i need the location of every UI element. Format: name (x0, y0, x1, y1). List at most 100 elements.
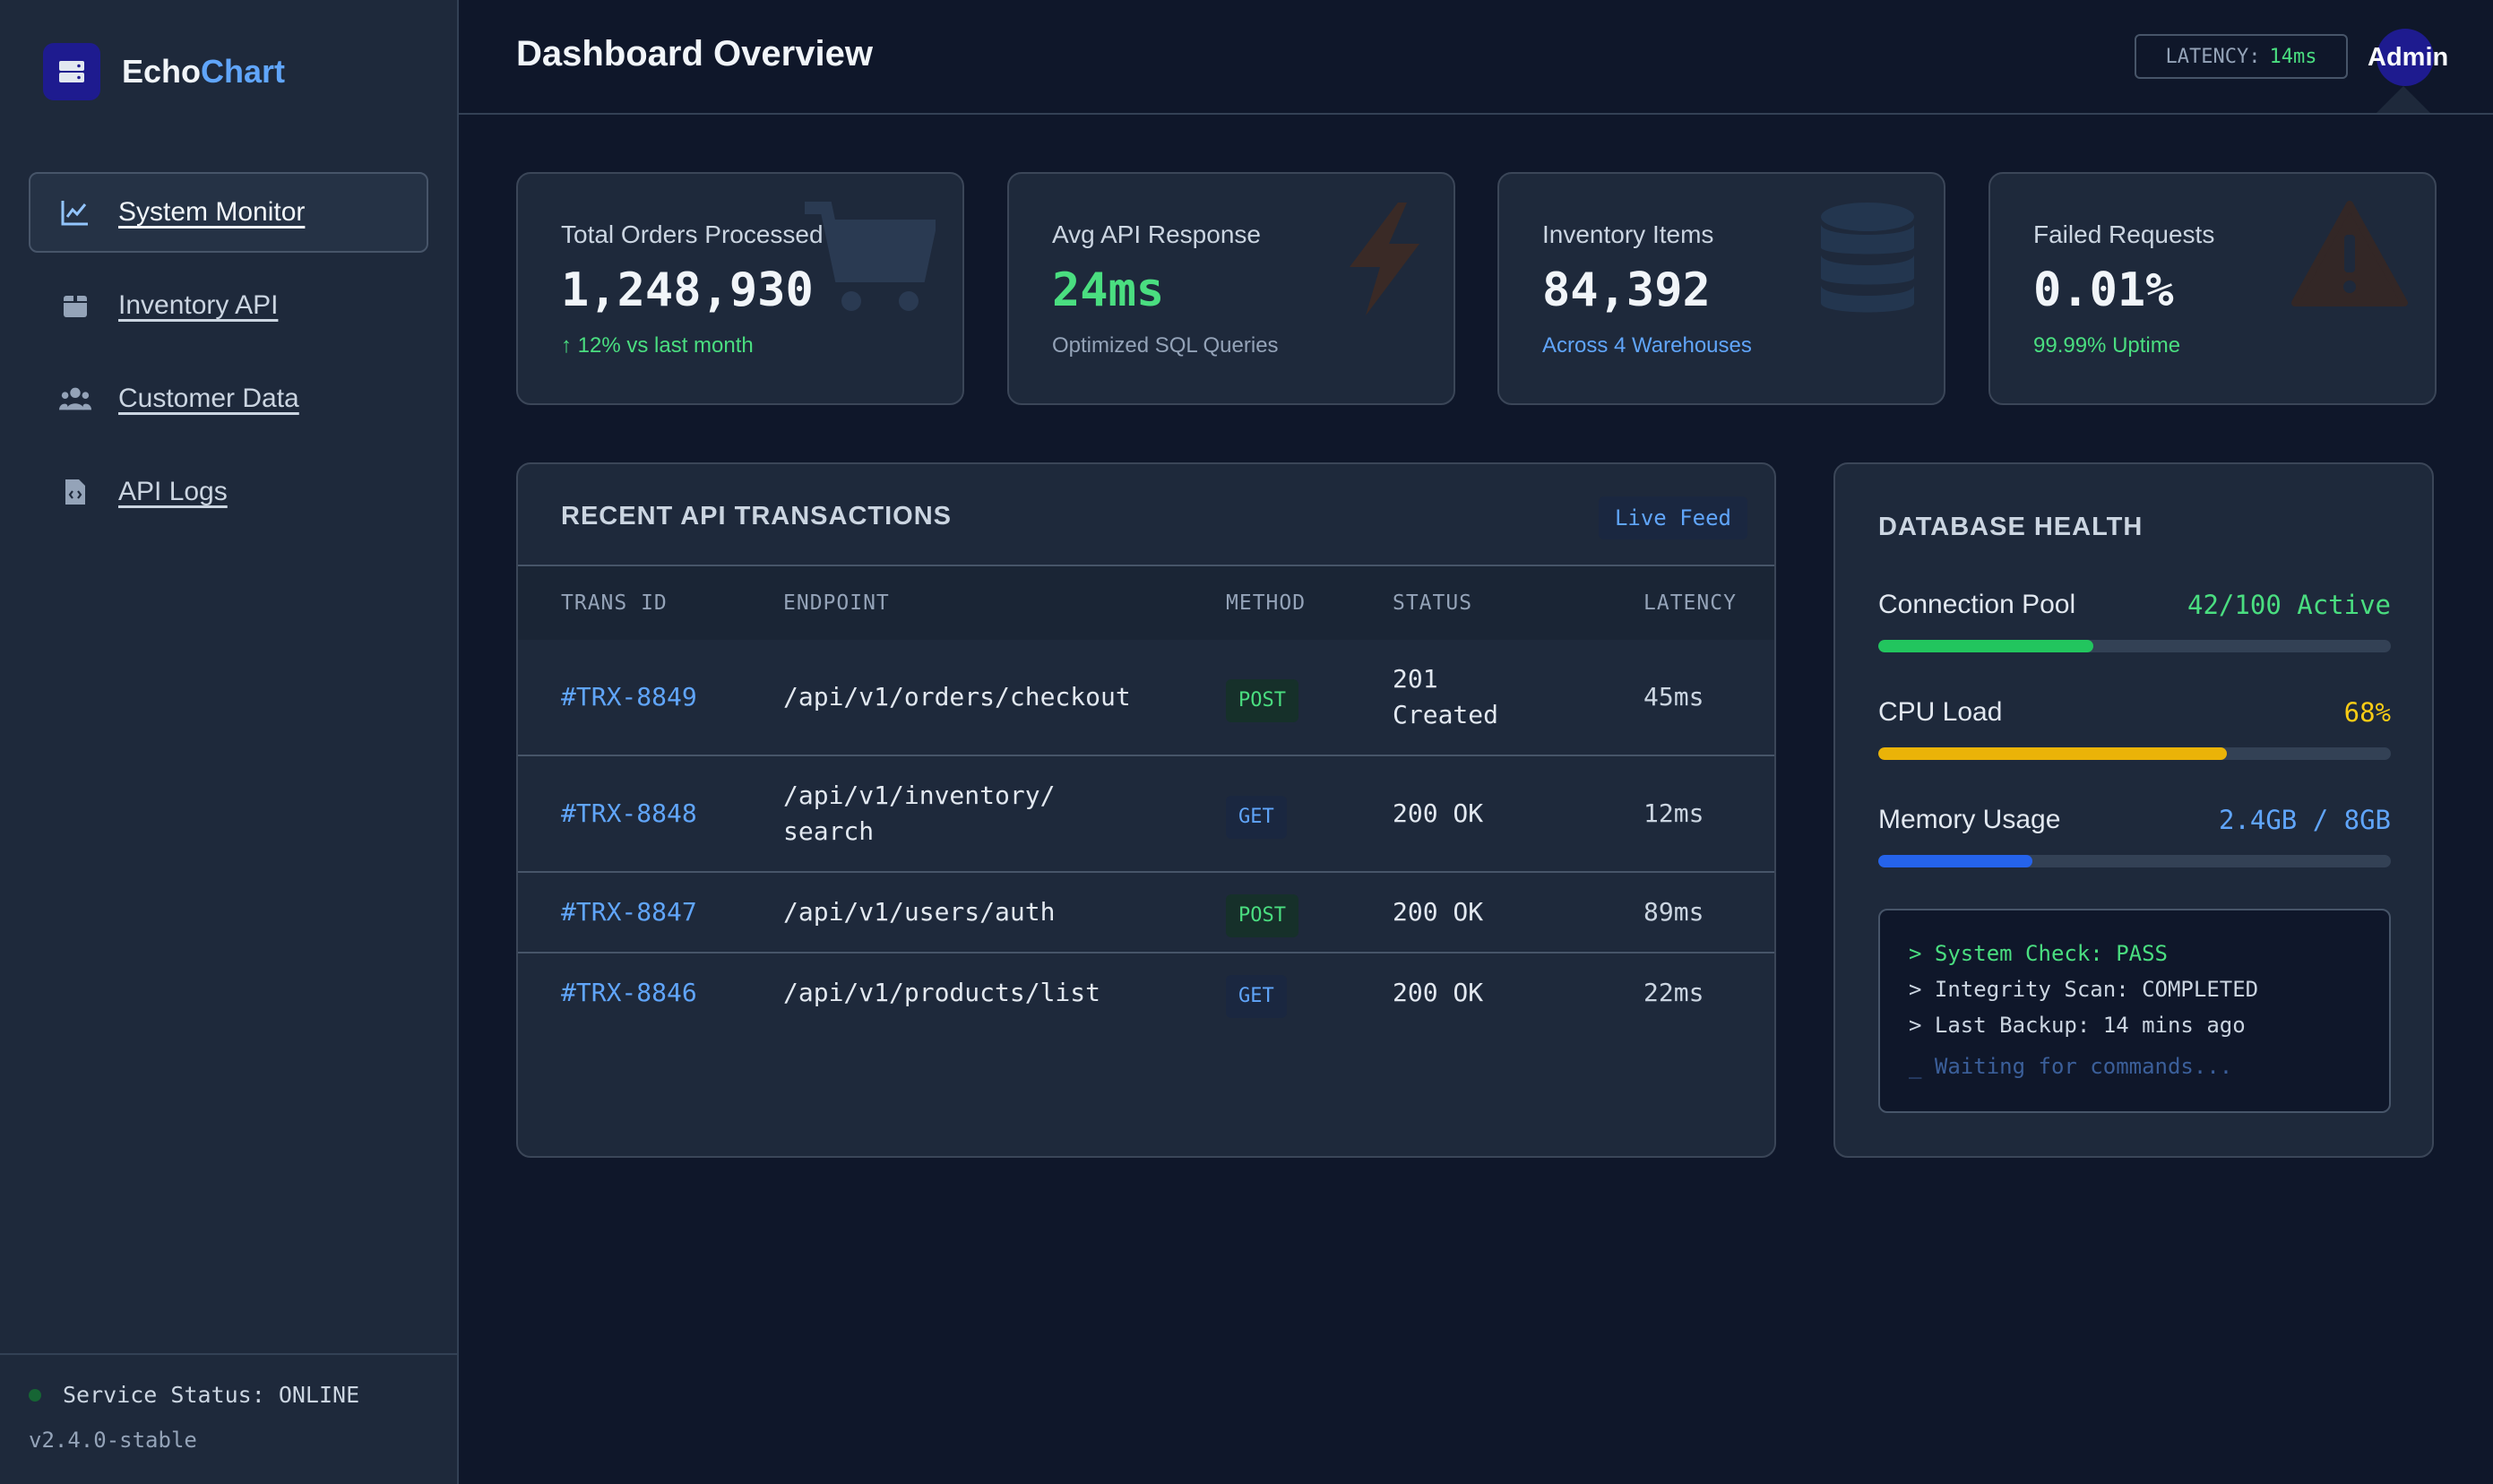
sidebar-item-label: API Logs (118, 477, 228, 506)
progress-track (1878, 747, 2391, 760)
version-label: v2.4.0-stable (29, 1428, 197, 1453)
stat-card-failed-requests: Failed Requests 0.01% 99.99% Uptime (1988, 172, 2437, 405)
stat-label: Failed Requests (2033, 220, 2215, 248)
latency-indicator: LATENCY: 14ms (2135, 34, 2348, 79)
table-row[interactable]: #TRX-8848 /api/v1/inventory/search GET 2… (518, 756, 1774, 873)
metric-memory-usage: Memory Usage 2.4GB / 8GB (1878, 805, 2391, 876)
terminal-console[interactable]: > System Check: PASS > Integrity Scan: C… (1878, 909, 2391, 1113)
status-cell: 201 Created (1393, 664, 1499, 729)
sidebar-item-label: Customer Data (118, 384, 299, 413)
endpoint: /api/v1/orders/checkout (783, 682, 1131, 712)
progress-fill (1878, 747, 2227, 760)
page-title: Dashboard Overview (516, 34, 873, 73)
trans-id-link[interactable]: #TRX-8847 (561, 897, 697, 927)
box-icon (59, 289, 91, 322)
metric-label: Connection Pool (1878, 590, 2076, 619)
sidebar-item-api-logs[interactable]: API Logs (29, 452, 428, 532)
endpoint: /api/v1/inventory/search (783, 781, 1056, 846)
progress-fill (1878, 640, 2094, 652)
trans-id-link[interactable]: #TRX-8849 (561, 682, 697, 712)
database-health-panel: DATABASE HEALTH Connection Pool 42/100 A… (1833, 462, 2434, 1158)
metric-value: 2.4GB / 8GB (2218, 805, 2391, 835)
stat-card-api-response: Avg API Response 24ms Optimized SQL Quer… (1007, 172, 1455, 405)
latency-cell: 22ms (1643, 978, 1704, 1007)
metric-label: Memory Usage (1878, 805, 2061, 834)
sidebar-item-system-monitor[interactable]: System Monitor (29, 172, 428, 253)
terminal-line: > Integrity Scan: COMPLETED (1909, 977, 2259, 1002)
progress-fill (1878, 855, 2032, 867)
stat-value: 1,248,930 (561, 263, 814, 317)
metric-cpu-load: CPU Load 68% (1878, 697, 2391, 769)
stat-subtext: Optimized SQL Queries (1052, 333, 1279, 358)
metric-value: 68% (2343, 697, 2391, 728)
latency-cell: 89ms (1643, 897, 1704, 927)
trans-id-link[interactable]: #TRX-8846 (561, 978, 697, 1007)
metric-label: CPU Load (1878, 697, 2003, 727)
stat-label: Total Orders Processed (561, 220, 824, 248)
transactions-title: RECENT API TRANSACTIONS (561, 502, 952, 531)
terminal-line: > System Check: PASS (1909, 941, 2168, 966)
service-status: Service Status: ONLINE (29, 1382, 428, 1408)
stat-value: 0.01% (2033, 263, 2174, 317)
metric-value: 42/100 Active (2187, 590, 2391, 620)
column-header-trans-id[interactable]: TRANS ID (561, 591, 668, 615)
stat-trend: ↑ 12% vs last month (561, 333, 754, 358)
method-cell: GET (1226, 975, 1287, 1018)
sidebar-footer: Service Status: ONLINE v2.4.0-stable (0, 1353, 457, 1484)
trans-id-link[interactable]: #TRX-8848 (561, 798, 697, 828)
table-row[interactable]: #TRX-8846 /api/v1/products/list GET 200 … (518, 953, 1774, 1034)
terminal-line: > Last Backup: 14 mins ago (1909, 1013, 2246, 1038)
arrow-up-icon: ↑ (561, 333, 572, 358)
transactions-panel: RECENT API TRANSACTIONS Live Feed TRANS … (516, 462, 1776, 1158)
table-row[interactable]: #TRX-8849 /api/v1/orders/checkout POST 2… (518, 640, 1774, 756)
cart-icon (801, 201, 938, 322)
sidebar-item-customer-data[interactable]: Customer Data (29, 358, 428, 439)
stat-subtext: 99.99% Uptime (2033, 333, 2181, 358)
endpoint: /api/v1/users/auth (783, 897, 1056, 927)
method-badge: POST (1226, 679, 1298, 722)
avatar[interactable] (2377, 29, 2434, 86)
latency-cell: 45ms (1643, 682, 1704, 712)
brand-name: EchoChart (122, 53, 286, 90)
column-header-status[interactable]: STATUS (1393, 591, 1473, 615)
sidebar: EchoChart System Monitor Inventory API C… (0, 0, 459, 1484)
table-row[interactable]: #TRX-8847 /api/v1/users/auth POST 200 OK… (518, 873, 1774, 953)
status-cell: 200 OK (1393, 978, 1484, 1007)
sidebar-item-label: Inventory API (118, 290, 279, 320)
stat-value: 84,392 (1542, 263, 1711, 317)
chart-line-icon (59, 196, 91, 229)
stat-value: 24ms (1052, 263, 1165, 317)
transactions-header: RECENT API TRANSACTIONS Live Feed (518, 464, 1774, 566)
brand[interactable]: EchoChart (43, 43, 285, 100)
method-badge: GET (1226, 796, 1287, 839)
user-menu-label[interactable]: Admin (2368, 43, 2449, 72)
stat-card-total-orders: Total Orders Processed 1,248,930 ↑ 12% v… (516, 172, 964, 405)
latency-label: LATENCY: (2165, 45, 2261, 68)
sidebar-item-label: System Monitor (118, 197, 306, 227)
endpoint: /api/v1/products/list (783, 978, 1101, 1007)
progress-track (1878, 640, 2391, 652)
bolt-icon (1337, 201, 1427, 322)
status-dot-icon (29, 1388, 41, 1402)
database-icon (1818, 201, 1917, 322)
users-icon (59, 383, 91, 415)
method-cell: GET (1226, 796, 1287, 839)
column-header-latency[interactable]: LATENCY (1643, 591, 1737, 615)
method-badge: POST (1226, 894, 1298, 937)
progress-track (1878, 855, 2391, 867)
metric-connection-pool: Connection Pool 42/100 Active (1878, 590, 2391, 661)
column-header-endpoint[interactable]: ENDPOINT (783, 591, 890, 615)
server-icon (43, 43, 100, 100)
database-health-title: DATABASE HEALTH (1878, 513, 2144, 541)
method-cell: POST (1226, 679, 1298, 722)
column-header-method[interactable]: METHOD (1226, 591, 1307, 615)
service-status-text: Service Status: ONLINE (63, 1382, 360, 1408)
terminal-prompt: _ Waiting for commands... (1909, 1054, 2233, 1079)
caret-icon (2377, 86, 2430, 113)
sidebar-item-inventory-api[interactable]: Inventory API (29, 265, 428, 346)
status-cell: 200 OK (1393, 798, 1484, 828)
stat-label: Inventory Items (1542, 220, 1714, 248)
top-header: Dashboard Overview LATENCY: 14ms Admin (459, 0, 2493, 115)
table-header: TRANS ID ENDPOINT METHOD STATUS LATENCY (518, 566, 1774, 640)
live-feed-badge[interactable]: Live Feed (1598, 496, 1747, 539)
